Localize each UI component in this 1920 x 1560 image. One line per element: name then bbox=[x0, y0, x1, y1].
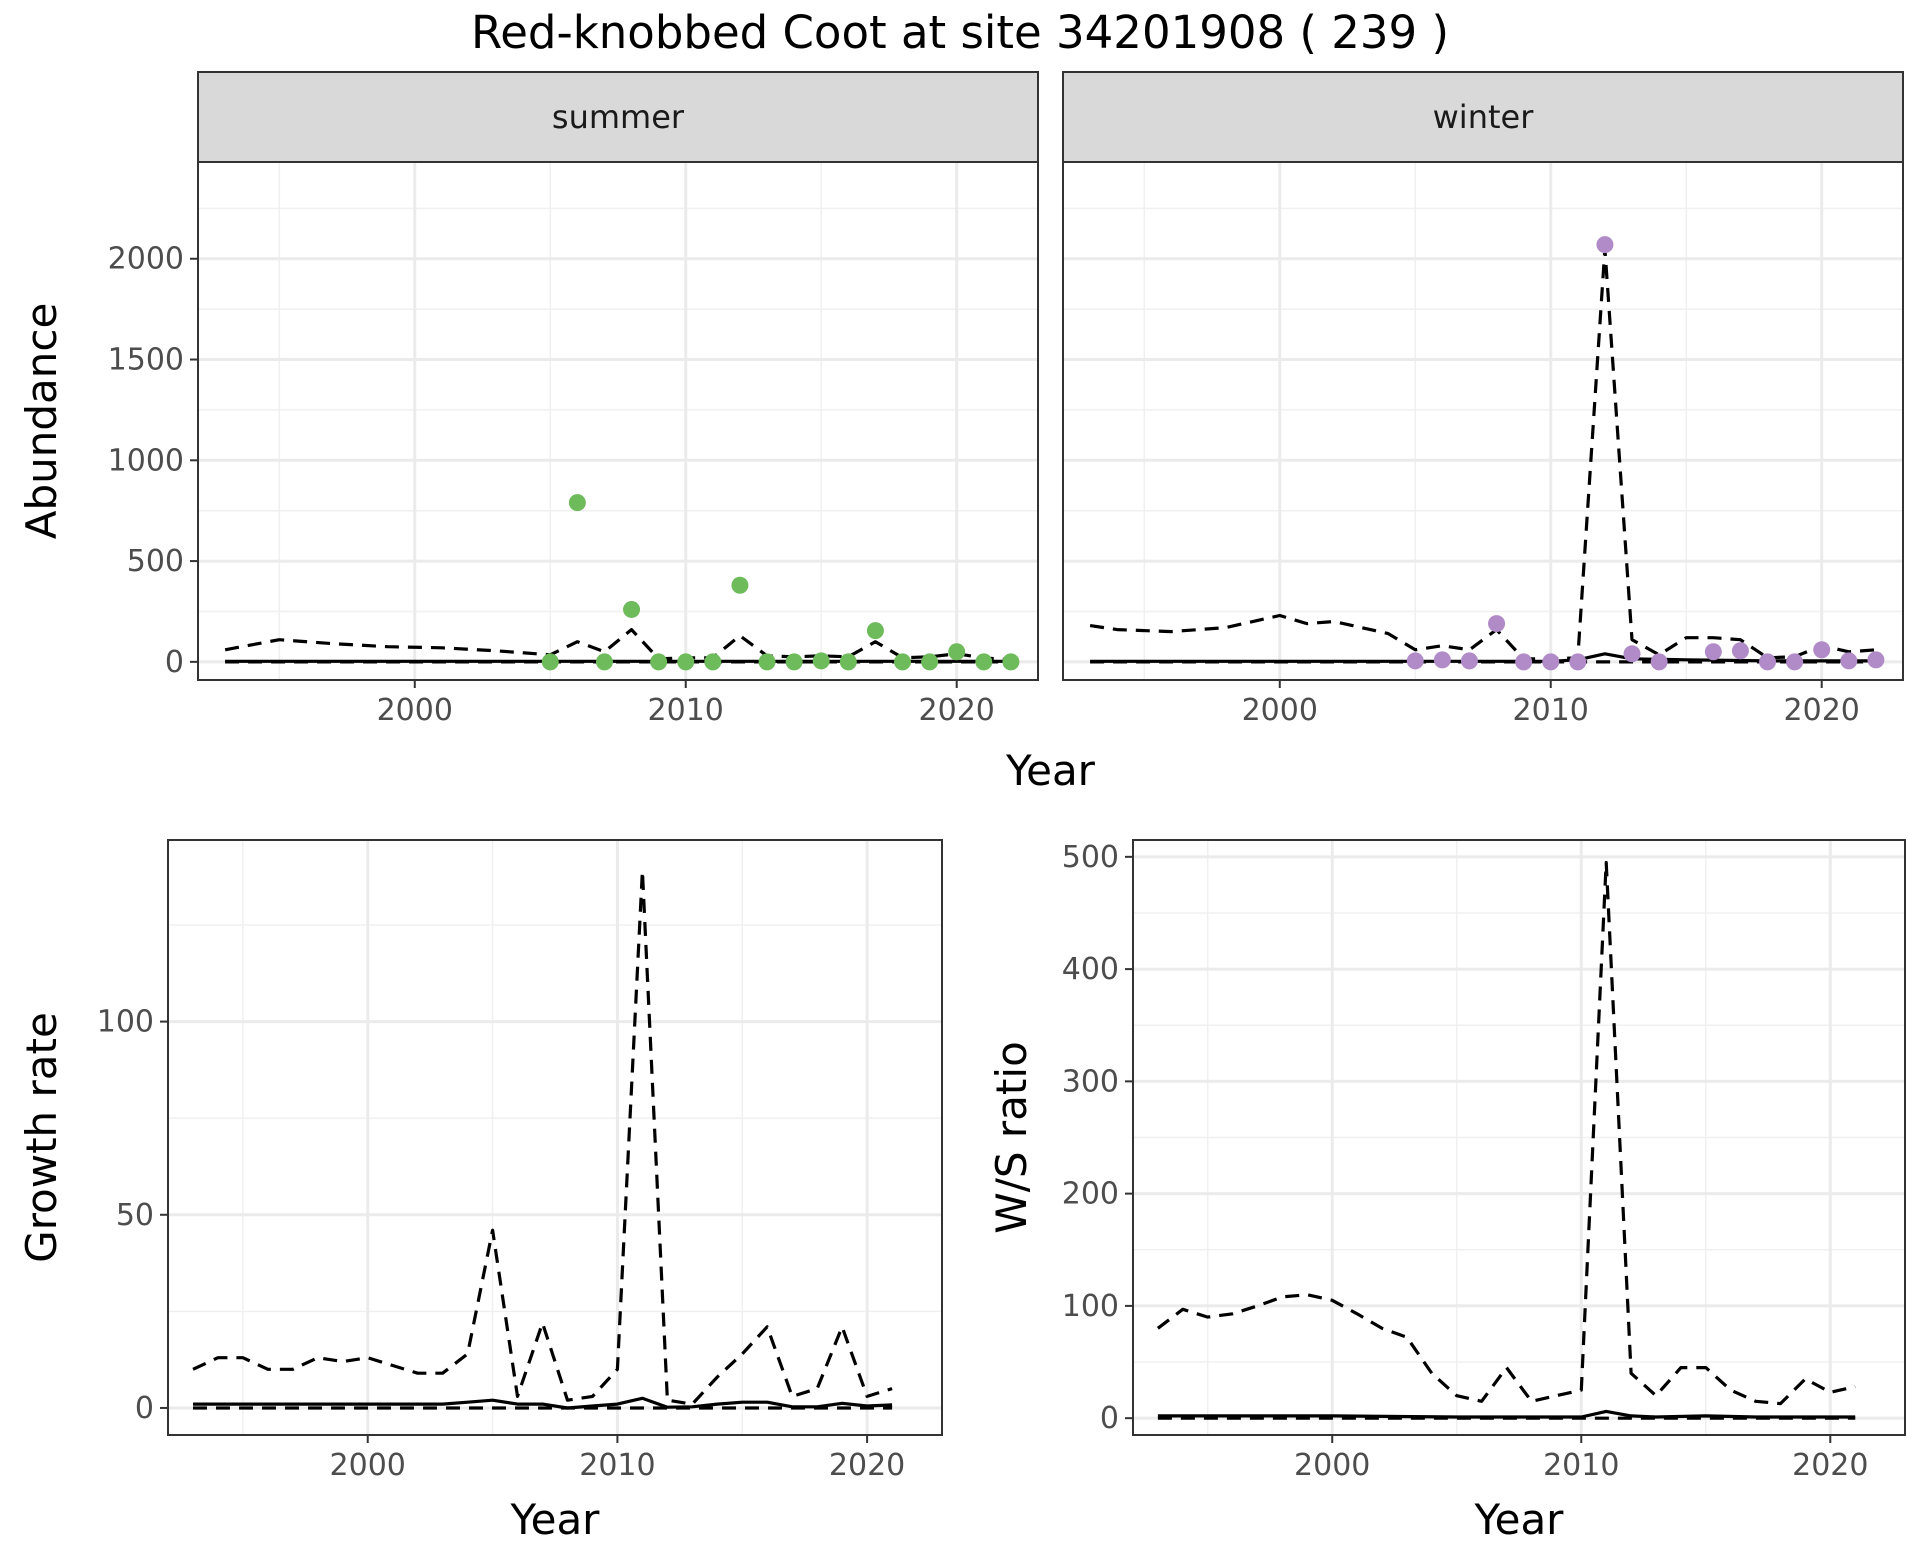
abundance-summer-strip bbox=[197, 71, 1039, 163]
abundance-winter-series-line-solid bbox=[1090, 652, 1876, 663]
ratio-x-tick-label: 2010 bbox=[1543, 1448, 1619, 1483]
abundance-summer-panel-border bbox=[197, 161, 1039, 681]
ratio-x-tick-label: 2020 bbox=[1792, 1448, 1868, 1483]
abundance-winter-data-point bbox=[1542, 653, 1560, 671]
abundance-summer-y-tick-label: 1000 bbox=[108, 443, 184, 478]
abundance-winter-strip bbox=[1062, 71, 1904, 163]
ratio-y-tick-label: 500 bbox=[1062, 840, 1119, 875]
abundance-summer-y-tick-label: 2000 bbox=[108, 242, 184, 277]
abundance-summer-y-tick-label: 0 bbox=[165, 645, 184, 680]
abundance-winter-data-point bbox=[1867, 651, 1885, 669]
abundance-winter-data-point bbox=[1596, 236, 1614, 254]
abundance-winter-data-point bbox=[1759, 653, 1777, 671]
abundance-summer-data-point bbox=[812, 652, 830, 670]
ratio-y-tick-label: 300 bbox=[1062, 1064, 1119, 1099]
growth-x-tick-label: 2020 bbox=[829, 1448, 905, 1483]
abundance-winter-x-tick-label: 2020 bbox=[1784, 693, 1860, 728]
ratio-panel-background bbox=[1133, 840, 1905, 1435]
growth-x-axis-title: Year bbox=[510, 1495, 601, 1544]
growth-x-tick-label: 2000 bbox=[330, 1448, 406, 1483]
ratio-series-line-upper-dashed bbox=[1156, 860, 1856, 1406]
abundance-winter-data-point bbox=[1786, 653, 1804, 671]
abundance-winter-series-line-upper-dashed bbox=[1089, 247, 1877, 661]
abundance-summer-data-point bbox=[785, 653, 803, 671]
growth-panel-border bbox=[167, 839, 943, 1436]
abundance-summer-data-point bbox=[948, 643, 966, 661]
abundance-winter-data-point bbox=[1406, 652, 1424, 670]
growth-series-line-upper-dashed bbox=[192, 869, 893, 1406]
abundance-y-axis-title: Abundance bbox=[17, 303, 66, 540]
abundance-summer-data-point bbox=[677, 653, 695, 671]
abundance-winter-data-point bbox=[1488, 615, 1506, 633]
abundance-winter-data-point bbox=[1731, 642, 1749, 660]
ratio-series-line-solid bbox=[1157, 1409, 1856, 1419]
abundance-summer-data-point bbox=[568, 494, 586, 512]
abundance-summer-x-tick-label: 2000 bbox=[377, 693, 453, 728]
abundance-winter-data-point bbox=[1515, 653, 1533, 671]
abundance-summer-data-point bbox=[1002, 653, 1020, 671]
abundance-winter-data-point bbox=[1433, 651, 1451, 669]
ratio-x-axis-title: Year bbox=[1474, 1495, 1565, 1544]
abundance-summer-data-point bbox=[731, 576, 749, 594]
ratio-y-tick-label: 400 bbox=[1062, 952, 1119, 987]
abundance-summer-x-tick-label: 2020 bbox=[919, 693, 995, 728]
abundance-winter-data-point bbox=[1813, 641, 1831, 659]
ratio-y-tick-label: 0 bbox=[1100, 1401, 1119, 1436]
ratio-y-axis-title: W/S ratio bbox=[987, 1041, 1036, 1234]
abundance-winter-panel-background bbox=[1063, 162, 1903, 680]
growth-y-tick-label: 100 bbox=[97, 1005, 154, 1040]
abundance-winter-data-point bbox=[1623, 645, 1641, 663]
abundance-winter-data-point bbox=[1704, 643, 1722, 661]
abundance-summer-y-tick-label: 500 bbox=[127, 544, 184, 579]
abundance-summer-x-tick-label: 2010 bbox=[648, 693, 724, 728]
growth-x-tick-label: 2010 bbox=[579, 1448, 655, 1483]
abundance-summer-data-point bbox=[758, 653, 776, 671]
abundance-summer-panel-background bbox=[198, 162, 1038, 680]
ratio-y-tick-label: 100 bbox=[1062, 1289, 1119, 1324]
abundance-summer-data-point bbox=[650, 653, 668, 671]
abundance-winter-panel-border bbox=[1062, 161, 1904, 681]
figure-title: Red-knobbed Coot at site 34201908 ( 239 … bbox=[470, 6, 1450, 59]
growth-y-tick-label: 50 bbox=[116, 1198, 154, 1233]
abundance-summer-data-point bbox=[541, 653, 559, 671]
ratio-panel-border bbox=[1132, 839, 1906, 1436]
abundance-summer-data-point bbox=[704, 653, 722, 671]
abundance-summer-data-point bbox=[921, 653, 939, 671]
abundance-summer-y-tick-label: 1500 bbox=[108, 343, 184, 378]
growth-y-tick-label: 0 bbox=[135, 1391, 154, 1426]
abundance-x-axis-title: Year bbox=[1005, 746, 1096, 795]
abundance-summer-data-point bbox=[866, 622, 884, 640]
abundance-summer-data-point bbox=[975, 653, 993, 671]
abundance-summer-data-point bbox=[623, 600, 641, 618]
abundance-summer-data-point bbox=[839, 653, 857, 671]
abundance-winter-data-point bbox=[1569, 653, 1587, 671]
growth-y-axis-title: Growth rate bbox=[17, 1012, 66, 1263]
abundance-summer-series-line-upper-dashed bbox=[224, 627, 1012, 662]
ratio-y-tick-label: 200 bbox=[1062, 1177, 1119, 1212]
abundance-summer-data-point bbox=[595, 653, 613, 671]
abundance-winter-data-point bbox=[1460, 652, 1478, 670]
abundance-summer-data-point bbox=[894, 653, 912, 671]
ratio-x-tick-label: 2000 bbox=[1294, 1448, 1370, 1483]
abundance-winter-data-point bbox=[1650, 653, 1668, 671]
abundance-winter-data-point bbox=[1840, 652, 1858, 670]
abundance-winter-x-tick-label: 2010 bbox=[1513, 693, 1589, 728]
facet-label-summer: summer bbox=[552, 98, 685, 136]
growth-panel-background bbox=[168, 840, 942, 1435]
abundance-winter-x-tick-label: 2000 bbox=[1242, 693, 1318, 728]
growth-series-line-solid bbox=[193, 1396, 893, 1410]
facet-label-winter: winter bbox=[1433, 98, 1535, 136]
